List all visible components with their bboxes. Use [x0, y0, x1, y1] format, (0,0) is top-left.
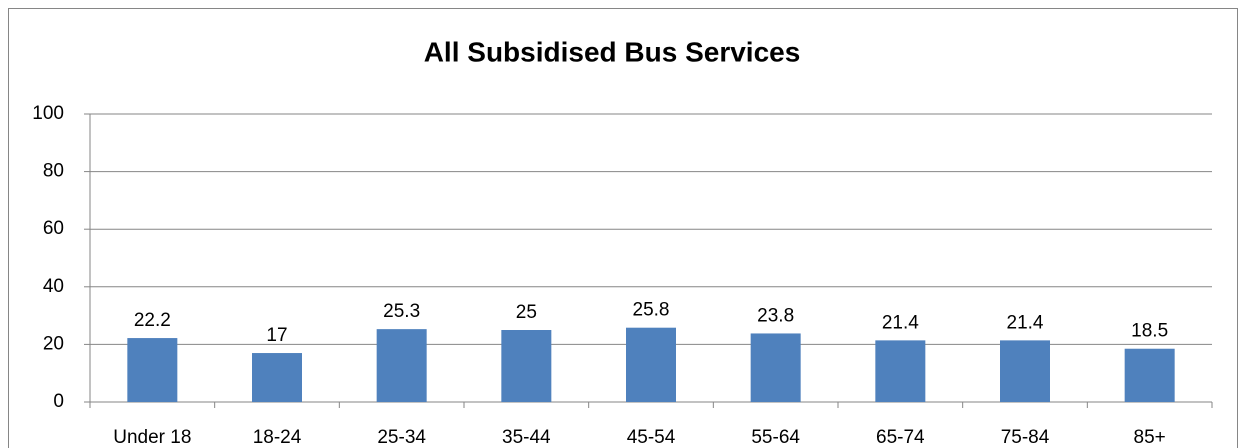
x-tick-label: Under 18 [113, 427, 191, 448]
x-tick-label: 25-34 [377, 427, 426, 448]
x-tick-label: 35-44 [502, 427, 551, 448]
bar [501, 330, 552, 402]
data-label: 22.2 [134, 310, 171, 331]
bar [376, 329, 427, 402]
bar [1124, 348, 1175, 402]
data-label: 21.4 [882, 312, 919, 333]
bar [626, 327, 676, 402]
data-label: 25.3 [383, 301, 420, 322]
x-tick-label: 85+ [1134, 427, 1166, 448]
bar [127, 338, 178, 402]
chart-title: All Subsidised Bus Services [424, 36, 801, 67]
y-tick-label: 40 [43, 276, 64, 297]
data-label: 25.8 [633, 300, 670, 321]
bar [750, 333, 801, 402]
bar [252, 353, 302, 402]
x-tick-label: 55-64 [751, 427, 800, 448]
bar [1000, 340, 1050, 402]
x-tick-label: 75-84 [1001, 427, 1050, 448]
x-tick-label: 65-74 [876, 427, 925, 448]
y-tick-label: 20 [43, 333, 64, 354]
bar [875, 340, 926, 402]
y-tick-label: 0 [53, 391, 64, 412]
chart-border [8, 8, 1238, 448]
y-tick-label: 60 [43, 218, 64, 239]
data-label: 21.4 [1007, 312, 1044, 333]
data-label: 18.5 [1131, 321, 1168, 342]
data-label: 25 [516, 302, 537, 323]
y-tick-label: 80 [43, 161, 64, 182]
data-label: 23.8 [757, 305, 794, 326]
x-tick-label: 45-54 [627, 427, 676, 448]
data-label: 17 [266, 325, 287, 346]
x-tick-label: 18-24 [253, 427, 302, 448]
y-tick-label: 100 [32, 103, 64, 124]
